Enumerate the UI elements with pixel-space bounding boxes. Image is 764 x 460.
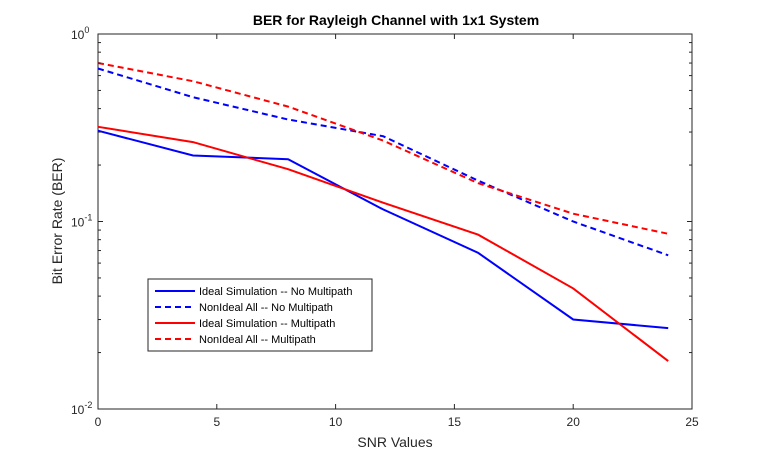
plot-area bbox=[97, 33, 693, 410]
series-line-4 bbox=[97, 62, 669, 235]
legend-label-1: Ideal Simulation -- No Multipath bbox=[199, 286, 352, 298]
x-axis-label: SNR Values bbox=[357, 434, 432, 450]
series-line-2 bbox=[97, 67, 669, 257]
series-line-1 bbox=[97, 129, 669, 330]
legend-label-2: NonIdeal All -- No Multipath bbox=[199, 302, 333, 314]
y-tick-label: 100 bbox=[71, 25, 89, 42]
x-tick-label: 10 bbox=[329, 415, 343, 429]
y-axis-ticks: 10-2 10-1 100 bbox=[71, 25, 692, 417]
x-tick-label: 20 bbox=[567, 415, 581, 429]
x-tick-label: 15 bbox=[448, 415, 462, 429]
x-tick-label: 25 bbox=[685, 415, 699, 429]
series-group bbox=[97, 62, 669, 362]
y-axis-label: Bit Error Rate (BER) bbox=[49, 158, 65, 285]
chart-title: BER for Rayleigh Channel with 1x1 System bbox=[253, 12, 539, 28]
legend-label-3: Ideal Simulation -- Multipath bbox=[199, 318, 335, 330]
y-tick-label: 10-2 bbox=[71, 400, 92, 417]
x-tick-label: 0 bbox=[95, 415, 102, 429]
y-tick-label: 10-1 bbox=[71, 213, 92, 230]
x-tick-label: 5 bbox=[213, 415, 220, 429]
legend: Ideal Simulation -- No Multipath NonIdeal… bbox=[147, 278, 373, 352]
series-line-3 bbox=[97, 125, 669, 362]
x-axis-ticks: 0 5 10 15 20 25 bbox=[95, 34, 699, 429]
legend-label-4: NonIdeal All -- Multipath bbox=[199, 334, 316, 346]
